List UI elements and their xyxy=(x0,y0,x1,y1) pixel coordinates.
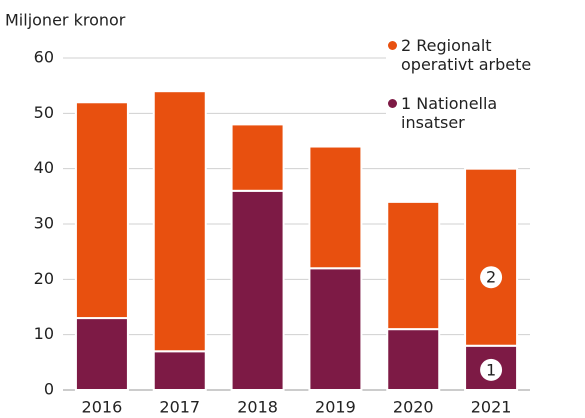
x-tick-label: 2017 xyxy=(159,398,200,417)
bar-segment xyxy=(230,123,285,192)
bar-segment xyxy=(308,267,363,391)
segment-marker-label: 2 xyxy=(486,268,496,287)
bar-segment xyxy=(464,167,519,347)
bar-segment xyxy=(230,189,285,391)
legend-item: 1 Nationella insatser xyxy=(386,94,582,132)
y-tick-label: 10 xyxy=(34,324,54,343)
bar-segment xyxy=(152,350,207,391)
segment-marker xyxy=(480,358,503,381)
x-tick-label: 2021 xyxy=(471,398,512,417)
bar-segment xyxy=(152,90,207,353)
bar-segment xyxy=(386,200,441,331)
y-tick-label: 50 xyxy=(34,103,54,122)
bar-segment xyxy=(74,317,129,392)
bar-segment xyxy=(74,101,129,320)
segment-marker xyxy=(480,266,503,289)
legend-item: 2 Regionalt operativt arbete xyxy=(386,36,582,74)
y-tick-label: 0 xyxy=(44,380,54,399)
legend-swatch xyxy=(388,41,397,50)
bar-segment xyxy=(308,145,363,270)
x-tick-label: 2016 xyxy=(82,398,123,417)
y-tick-label: 20 xyxy=(34,269,54,288)
x-tick-label: 2018 xyxy=(237,398,278,417)
segment-marker-label: 1 xyxy=(486,360,496,379)
y-tick-label: 30 xyxy=(34,214,54,233)
legend-swatch xyxy=(388,99,397,108)
y-tick-label: 40 xyxy=(34,158,54,177)
legend-label: 2 Regionalt operativt arbete xyxy=(401,36,532,74)
bar-segment xyxy=(386,328,441,391)
y-tick-label: 60 xyxy=(34,48,54,67)
x-tick-label: 2019 xyxy=(315,398,356,417)
legend-label: 1 Nationella insatser xyxy=(401,94,498,132)
y-axis-title: Miljoner kronor xyxy=(5,11,126,30)
x-tick-label: 2020 xyxy=(393,398,434,417)
